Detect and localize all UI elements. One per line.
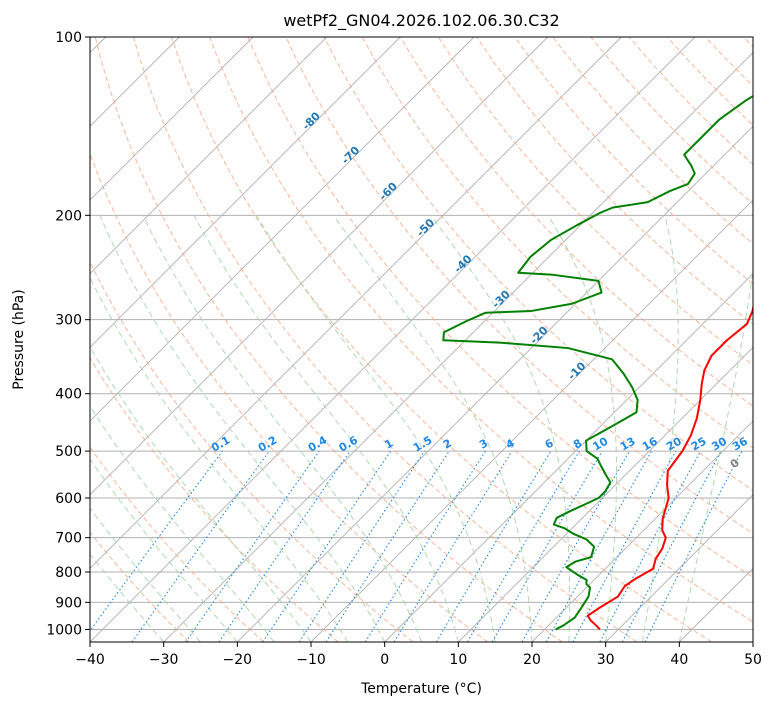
x-tick-label: 10 — [449, 652, 467, 668]
y-tick-label: 500 — [55, 444, 82, 460]
mixing-ratio-line — [131, 450, 270, 642]
y-axis-label: Pressure (hPa) — [11, 289, 27, 389]
dry-adiabat-line — [90, 152, 488, 642]
isotherm-line — [90, 37, 327, 275]
moist-adiabat-line — [99, 215, 386, 642]
isotherm-line — [90, 37, 401, 348]
mixing-ratio-line — [218, 450, 351, 642]
dry-adiabat-line — [438, 37, 753, 366]
moist-adiabat-line — [90, 405, 275, 642]
dry-adiabat-line — [209, 37, 753, 623]
y-tick-label: 700 — [55, 531, 82, 547]
isotherm-line — [90, 37, 254, 201]
dry-adiabat-line — [285, 37, 753, 535]
moist-adiabat-line — [193, 215, 459, 642]
x-tick-label: 40 — [670, 652, 688, 668]
moist-adiabat-line — [333, 215, 533, 642]
y-tick-label: 300 — [55, 313, 82, 329]
dry-adiabat-line — [90, 260, 414, 642]
dry-adiabat-line — [90, 356, 339, 642]
dry-adiabat-line — [90, 531, 190, 642]
moist-adiabat-line — [90, 345, 312, 642]
dry-adiabat-line — [399, 37, 753, 407]
x-tick-label: −40 — [75, 652, 105, 668]
dewpoint-trace — [442, 94, 753, 631]
dry-adiabat-label: 10 — [751, 494, 771, 514]
isotherm-line — [90, 37, 548, 496]
x-axis-ticks: −40 −30 −20 −10 0 10 20 30 40 50 — [75, 642, 762, 668]
y-tick-label: 600 — [55, 491, 82, 507]
isotherm-line — [531, 420, 753, 642]
dry-adiabat-line — [94, 37, 563, 642]
temperature-trace — [586, 303, 753, 631]
isotherm-line — [384, 273, 753, 642]
isotherm-line — [237, 125, 753, 642]
isotherm-line — [90, 37, 622, 569]
x-tick-label: −10 — [296, 652, 326, 668]
moist-adiabat-line — [678, 265, 753, 642]
y-tick-label: 400 — [55, 387, 82, 403]
dry-adiabat-line — [247, 37, 753, 578]
moist-adiabat-line — [430, 215, 571, 642]
mixing-ratio-line — [393, 450, 513, 642]
mixing-ratio-line — [545, 450, 653, 642]
moist-adiabat-line — [642, 215, 679, 642]
moist-adiabat-line — [547, 215, 618, 642]
isotherm-line — [605, 494, 753, 642]
plot-frame — [89, 36, 754, 643]
dry-adiabat-line — [132, 37, 638, 642]
isotherm-line — [163, 52, 753, 642]
mixing-ratio-lines — [90, 450, 743, 642]
mixing-ratio-line — [298, 450, 425, 642]
sounding-traces — [442, 94, 753, 631]
mixing-ratio-line — [644, 450, 743, 642]
mixing-ratio-line — [185, 450, 320, 642]
y-tick-label: 100 — [55, 30, 82, 46]
y-tick-label: 200 — [55, 208, 82, 224]
x-tick-label: −30 — [149, 652, 179, 668]
x-tick-label: 0 — [380, 652, 389, 668]
plot-area: 0.1 0.2 0.4 0.6 1 1.5 2 3 4 6 8 10 13 16 20 25 30 36-80-7… — [90, 37, 771, 642]
x-tick-label: −20 — [223, 652, 253, 668]
mixing-ratio-line — [325, 450, 450, 642]
dry-adiabats — [90, 37, 753, 642]
mixing-ratio-line — [262, 450, 392, 642]
y-tick-label: 1000 — [46, 622, 82, 638]
y-tick-label: 800 — [55, 565, 82, 581]
mixing-ratio-line — [572, 450, 677, 642]
isotherm-line — [90, 37, 475, 422]
mixing-ratio-line — [521, 450, 630, 642]
moist-adiabat-line — [90, 458, 238, 642]
moist-adiabat-line — [142, 215, 422, 642]
dry-adiabat-line — [171, 37, 713, 642]
dry-adiabat-line — [90, 446, 264, 642]
dry-adiabat-line — [323, 37, 753, 491]
mixing-ratio-line — [90, 450, 223, 632]
isotherm-line — [458, 346, 753, 642]
chart-title: wetPf2_GN04.2026.102.06.30.C32 — [283, 11, 559, 31]
x-tick-label: 20 — [523, 652, 541, 668]
dry-adiabat-line — [361, 37, 753, 449]
x-tick-label: 50 — [744, 652, 762, 668]
dry-adiabat-line — [514, 37, 753, 285]
y-tick-label: 900 — [55, 595, 82, 611]
x-tick-label: 30 — [597, 652, 615, 668]
y-axis-ticks: 100 200 300 400 500 600 700 800 900 1000 — [46, 30, 90, 638]
x-axis-label: Temperature (°C) — [360, 681, 482, 697]
